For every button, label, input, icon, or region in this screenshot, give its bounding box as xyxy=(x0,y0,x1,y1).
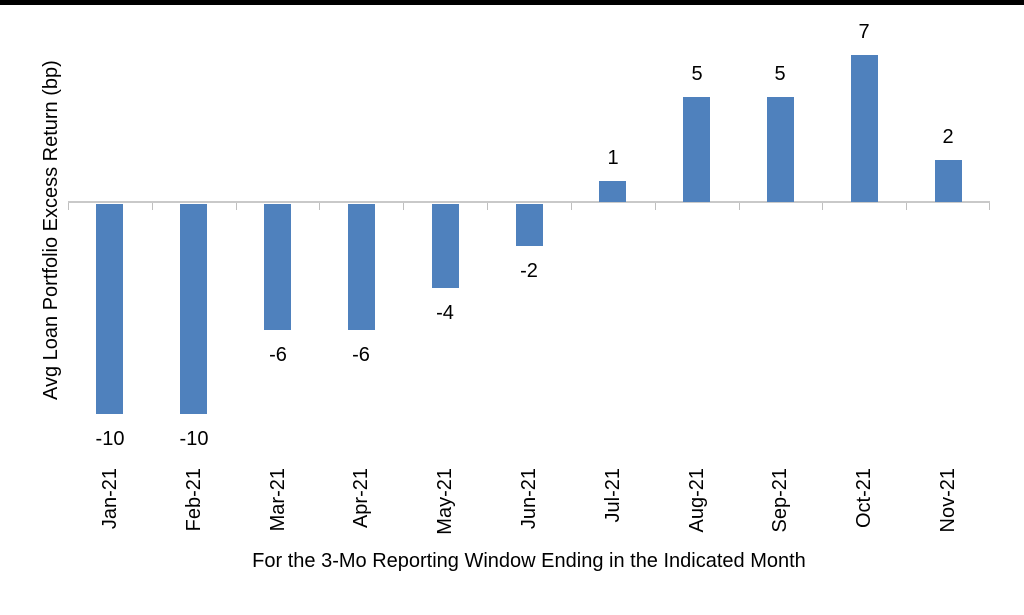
axis-tick xyxy=(403,203,404,210)
x-tick-label-Aug-21: Aug-21 xyxy=(686,468,708,533)
x-tick-label-Nov-21: Nov-21 xyxy=(937,468,959,533)
bar-May-21 xyxy=(432,204,459,288)
axis-tick xyxy=(906,203,907,210)
x-axis-line xyxy=(68,201,990,203)
y-axis-title: Avg Loan Portfolio Excess Return (bp) xyxy=(40,60,62,400)
data-label-Jun-21: -2 xyxy=(520,260,538,282)
axis-tick xyxy=(655,203,656,210)
data-label-Sep-21: 5 xyxy=(774,63,786,85)
axis-tick xyxy=(571,203,572,210)
bar-Jul-21 xyxy=(599,181,626,202)
data-label-Jan-21: -10 xyxy=(95,428,125,450)
data-label-Feb-21: -10 xyxy=(179,428,209,450)
axis-tick xyxy=(989,203,990,210)
x-tick-label-Jun-21: Jun-21 xyxy=(518,468,540,530)
top-border-line xyxy=(0,0,1024,5)
bar-Sep-21 xyxy=(767,97,794,202)
x-axis-tick-labels: Jan-21 Feb-21 Mar-21 Apr-21 May-21 Jun-21 Jul-… xyxy=(68,468,990,553)
axis-tick xyxy=(739,203,740,210)
axis-tick xyxy=(822,203,823,210)
x-tick-label-Apr-21: Apr-21 xyxy=(350,468,372,529)
bar-Oct-21 xyxy=(851,55,878,202)
x-tick-label-Oct-21: Oct-21 xyxy=(853,468,875,529)
data-label-Oct-21: 7 xyxy=(858,21,870,43)
axis-tick xyxy=(236,203,237,210)
data-label-Jul-21: 1 xyxy=(607,147,619,169)
x-tick-label-Jan-21: Jan-21 xyxy=(99,468,121,530)
bar-Jun-21 xyxy=(516,204,543,246)
axis-tick xyxy=(152,203,153,210)
x-tick-label-Mar-21: Mar-21 xyxy=(267,468,289,532)
bar-Jan-21 xyxy=(96,204,123,414)
axis-tick xyxy=(487,203,488,210)
x-tick-label-Feb-21: Feb-21 xyxy=(183,468,205,532)
bar-Feb-21 xyxy=(180,204,207,414)
data-label-Nov-21: 2 xyxy=(942,126,954,148)
x-tick-label-Jul-21: Jul-21 xyxy=(602,468,624,523)
axis-tick xyxy=(68,203,69,210)
data-label-Aug-21: 5 xyxy=(691,63,703,85)
axis-tick xyxy=(319,203,320,210)
x-tick-label-May-21: May-21 xyxy=(434,468,456,535)
data-label-May-21: -4 xyxy=(436,302,454,324)
bar-Nov-21 xyxy=(935,160,962,202)
data-label-Mar-21: -6 xyxy=(269,344,287,366)
plot-area: -10 -10 -6 -6 -4 -2 1 5 5 7 2 xyxy=(68,0,990,460)
data-label-Apr-21: -6 xyxy=(352,344,370,366)
bar-Aug-21 xyxy=(683,97,710,202)
bar-Apr-21 xyxy=(348,204,375,330)
x-tick-label-Sep-21: Sep-21 xyxy=(769,468,791,533)
bar-Mar-21 xyxy=(264,204,291,330)
x-axis-title: For the 3-Mo Reporting Window Ending in … xyxy=(252,550,806,572)
